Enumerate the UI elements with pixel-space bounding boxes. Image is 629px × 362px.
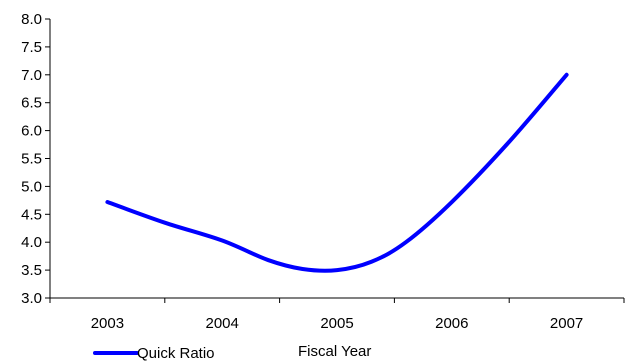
y-tick-label: 6.5 [21,95,42,112]
y-axis: 3.0 3.5 4.0 4.5 5.0 5.5 6.0 6.5 7.0 7.5 8.0 [21,11,51,307]
x-tick-label: 2003 [91,315,124,332]
y-tick-label: 8.0 [21,11,42,28]
x-tick-label: 2004 [206,315,239,332]
x-tick-label: 2005 [320,315,353,332]
y-tick-label: 7.5 [21,39,42,56]
legend: Quick Ratio [93,345,215,362]
y-tick-label: 4.0 [21,234,42,251]
y-tick-label: 4.5 [21,206,42,223]
series-line-quick-ratio [105,72,569,273]
y-tick-label: 3.5 [21,262,42,279]
x-tick-label: 2007 [550,315,583,332]
y-tick-label: 7.0 [21,67,42,84]
x-axis-title: Fiscal Year [298,343,371,360]
series-group [105,72,569,273]
y-tick-label: 5.0 [21,178,42,195]
x-axis: 2003 2004 2005 2006 2007 [49,297,625,332]
y-tick-label: 5.5 [21,151,42,168]
legend-label-quick-ratio: Quick Ratio [137,345,215,362]
y-tick-label: 6.0 [21,123,42,140]
y-tick-label: 3.0 [21,290,42,307]
x-tick-label: 2006 [435,315,468,332]
